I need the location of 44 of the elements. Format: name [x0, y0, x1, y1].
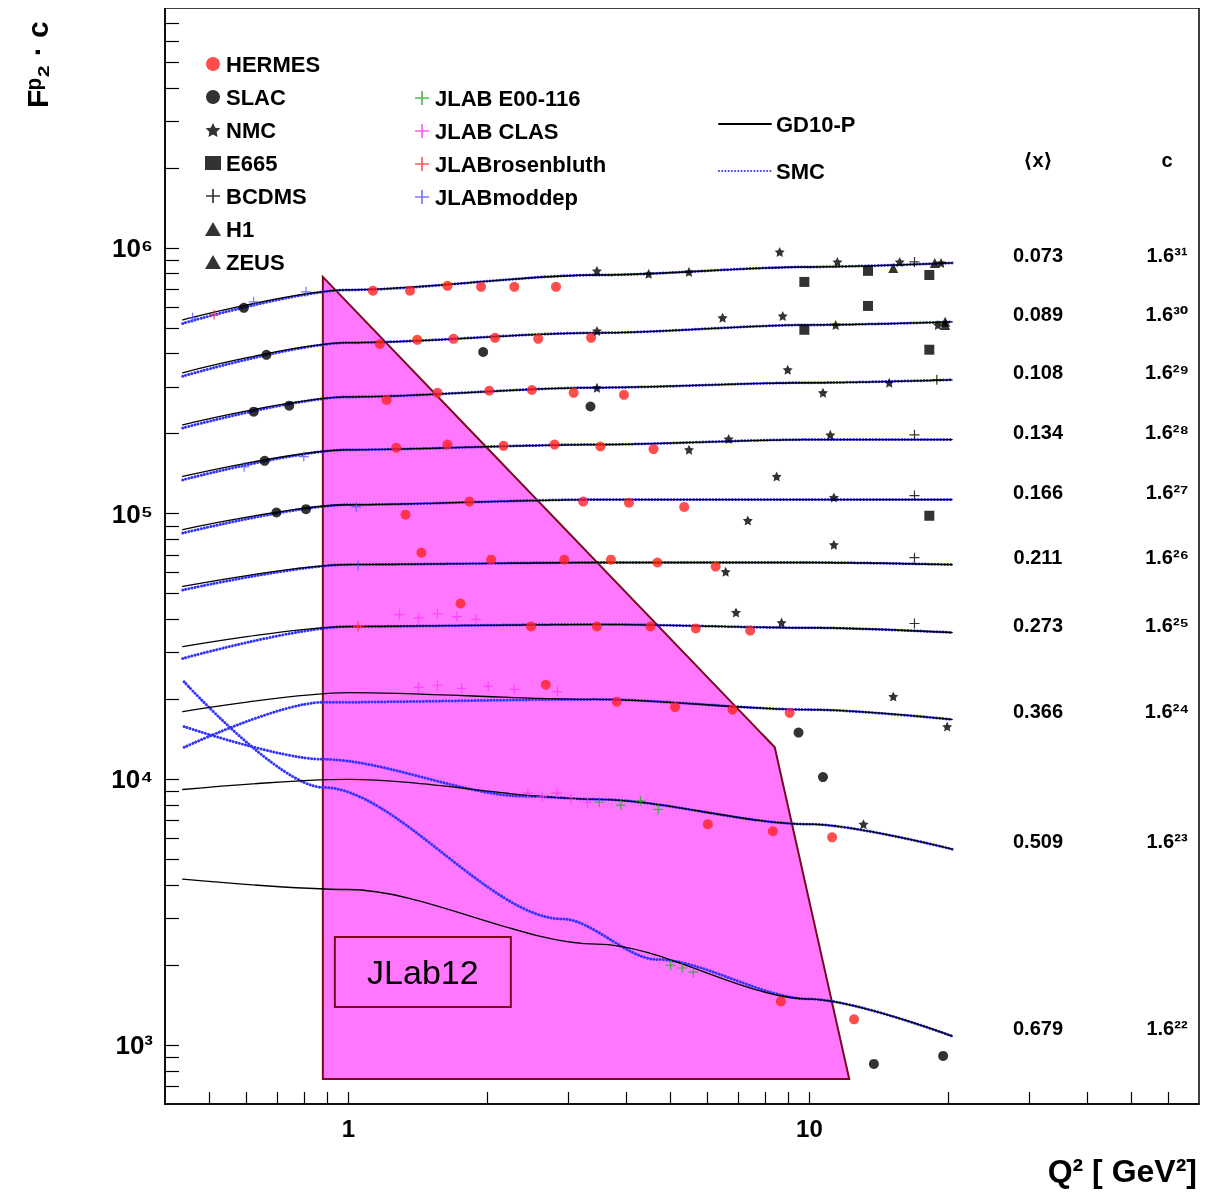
legend-label: SMC	[776, 158, 825, 184]
annotation: 1.6²³	[1146, 830, 1188, 853]
annotation: 0.679	[1012, 1017, 1064, 1040]
legend-label: HERMES	[226, 51, 321, 77]
annotation: 0.073	[1012, 243, 1064, 266]
legend-label: JLABmoddep	[435, 184, 578, 210]
annotation: c	[1161, 148, 1173, 171]
x-tick-label: 1	[341, 1114, 356, 1142]
legend-label: ZEUS	[226, 249, 285, 275]
annotation: 0.366	[1012, 700, 1064, 723]
legend-label: JLABrosenbluth	[435, 151, 607, 177]
annotation: 0.509	[1012, 830, 1064, 853]
annotation: ⟨x⟩	[1023, 148, 1053, 171]
legend-label: BCDMS	[226, 183, 307, 209]
legend-label: JLAB E00-116	[435, 85, 581, 111]
annotation: 1.6³¹	[1146, 243, 1188, 266]
annotation: 0.089	[1012, 302, 1064, 325]
y-tick-label: 10⁶	[112, 232, 153, 263]
annotation: 0.108	[1012, 360, 1064, 383]
y-axis-title: Fᵖ₂ · c	[20, 21, 54, 108]
annotation: 1.6²⁸	[1145, 420, 1189, 443]
legend-label: E665	[226, 150, 278, 176]
annotation: 0.273	[1012, 613, 1064, 636]
x-tick-label: 10	[796, 1114, 823, 1142]
annotation: 1.6³⁰	[1145, 302, 1189, 325]
legend-label: NMC	[226, 117, 277, 143]
x-axis-title: Q² [ GeV²]	[1047, 1153, 1197, 1189]
annotation: 0.134	[1012, 420, 1064, 443]
series-label: JLab12	[367, 953, 479, 992]
y-tick-label: 10³	[115, 1030, 154, 1061]
annotation: 1.6²⁵	[1145, 613, 1189, 636]
legend-label: GD10-P	[776, 111, 856, 137]
legend-label: JLAB CLAS	[435, 118, 559, 144]
annotation: 1.6²²	[1146, 1017, 1188, 1040]
legend-label: H1	[226, 216, 255, 242]
legend-label: SLAC	[226, 84, 286, 110]
annotation: 1.6²⁴	[1144, 700, 1190, 723]
y-tick-label: 10⁴	[111, 764, 153, 795]
annotation: 1.6²⁷	[1145, 480, 1189, 503]
annotation: 0.166	[1012, 480, 1064, 503]
annotation: 1.6²⁶	[1145, 545, 1189, 568]
annotation: 1.6²⁹	[1145, 360, 1189, 383]
y-tick-label: 10⁵	[111, 498, 153, 529]
annotation: 0.211	[1013, 545, 1063, 568]
